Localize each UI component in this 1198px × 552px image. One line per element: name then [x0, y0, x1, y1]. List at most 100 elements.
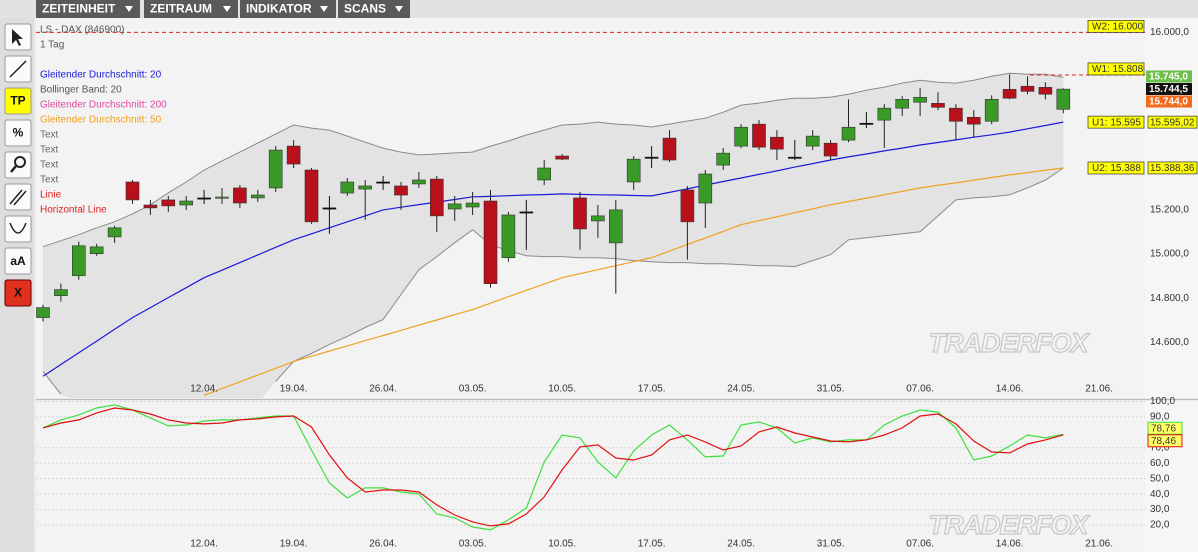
candle-body	[591, 215, 605, 222]
chart-title: LS - DAX (846900)	[40, 25, 125, 36]
label-layer: 16.000,0 15.200,0 15.000,0 14.800,0 14.600,0…	[36, 18, 1198, 552]
tool-button[interactable]	[4, 87, 32, 115]
menu-zeitraum[interactable]: ZEITRAUM	[144, 0, 238, 18]
candle-body	[394, 185, 408, 196]
candle-body	[966, 116, 981, 125]
line-tag-box	[1087, 20, 1145, 33]
menu-label[interactable]: INDIKATOR	[246, 2, 312, 16]
legend-entry: Text	[40, 145, 59, 156]
tool-button[interactable]	[4, 119, 32, 147]
candle-body	[322, 207, 337, 210]
menu-label[interactable]: ZEITEINHEIT	[42, 2, 116, 16]
dropdown-arrow	[125, 6, 133, 12]
candle-body	[340, 181, 355, 194]
y-tick-label: 50,0	[1150, 473, 1170, 484]
legend-entry: Gleitender Durchschnitt: 200	[40, 100, 167, 111]
x-tick-label: 24.05.	[727, 384, 755, 395]
tool-line[interactable]	[4, 55, 32, 83]
axis-tag: 15.595,02	[1150, 117, 1195, 128]
x-tick-label: 17.05.	[638, 384, 666, 395]
tool-button[interactable]	[4, 279, 32, 307]
axis-tag: 15.388,36	[1150, 163, 1195, 174]
candle-body	[698, 173, 713, 204]
candle-body	[107, 227, 122, 238]
candle-body	[1056, 88, 1071, 110]
parallel-icon	[13, 190, 27, 206]
x-tick-label: 03.05.	[459, 539, 487, 550]
y-tick-label: 60,0	[1150, 458, 1170, 469]
tool-button[interactable]	[4, 247, 32, 275]
legend-entry: Gleitender Durchschnitt: 20	[40, 70, 162, 81]
candle-body	[895, 99, 910, 109]
menu-label[interactable]: SCANS	[344, 2, 386, 16]
tool-button[interactable]	[4, 215, 32, 243]
y-tick-label: 90,0	[1150, 412, 1170, 423]
oscillator-line	[42, 407, 1064, 527]
moving-average-20	[42, 121, 1064, 377]
tool-tp[interactable]: TP	[4, 87, 32, 115]
tool-curve[interactable]	[4, 215, 32, 243]
legend-entry: Text	[40, 130, 59, 141]
line-tag: W2: 16.000	[1092, 22, 1144, 33]
candle-body	[519, 211, 534, 214]
dropdown-arrow	[223, 6, 231, 12]
price-label-box	[1146, 70, 1192, 83]
candle-body	[447, 203, 462, 210]
tool-delete[interactable]: X	[4, 279, 32, 307]
ma-tag-box	[1087, 161, 1145, 175]
legend-entry: Linie	[40, 190, 62, 201]
x-tick-label: 07.06.	[906, 539, 934, 550]
price-label-box	[1146, 83, 1192, 96]
tool-percent[interactable]: %	[4, 119, 32, 147]
candle-body	[859, 122, 874, 125]
candle-body	[913, 97, 927, 103]
y-tick-label: 14.600,0	[1150, 337, 1189, 348]
candle-body	[1020, 85, 1035, 92]
candle-body	[36, 307, 50, 318]
menu-button[interactable]	[240, 0, 336, 18]
tool-zoom[interactable]	[4, 151, 32, 179]
tool-label[interactable]: aA	[10, 254, 26, 268]
candle-body	[54, 289, 68, 296]
tool-button[interactable]	[4, 151, 32, 179]
chart-subtitle: 1 Tag	[40, 40, 64, 51]
y-tick-label: 30,0	[1150, 504, 1170, 515]
candle-body	[555, 155, 569, 160]
tool-label[interactable]: TP	[10, 94, 25, 108]
candle-body	[465, 202, 480, 208]
menu-button[interactable]	[36, 0, 140, 18]
x-tick-label: 21.06.	[1085, 539, 1113, 550]
price-label: 15.744,0	[1149, 97, 1188, 108]
candle-body	[644, 156, 659, 159]
menu-button[interactable]	[144, 0, 238, 18]
menu-label[interactable]: ZEITRAUM	[150, 2, 212, 16]
menu-scans[interactable]: SCANS	[338, 0, 410, 18]
x-tick-label: 26.04.	[369, 384, 397, 395]
x-tick-label: 10.05.	[548, 384, 576, 395]
x-tick-label: 24.05.	[727, 539, 755, 550]
menu-zeiteinheit[interactable]: ZEITEINHEIT	[36, 0, 140, 18]
tool-pointer[interactable]	[4, 23, 32, 51]
line-tag-box	[1087, 62, 1145, 76]
candle-body	[752, 123, 766, 148]
candle-body	[89, 246, 104, 255]
axis-tag-box	[1147, 161, 1198, 175]
y-tick-label: 20,0	[1150, 520, 1170, 531]
candle-body	[483, 200, 498, 284]
tool-parallel[interactable]	[4, 183, 32, 211]
price-label-box	[1146, 95, 1192, 108]
menu-button[interactable]	[338, 0, 410, 18]
tool-text[interactable]: aA	[4, 247, 32, 275]
candle-body	[573, 197, 587, 230]
candle-body	[501, 214, 516, 259]
x-tick-label: 14.06.	[996, 539, 1024, 550]
tool-label[interactable]: X	[14, 286, 22, 300]
tool-button[interactable]	[4, 183, 32, 211]
x-tick-label: 26.04.	[369, 539, 397, 550]
oscillator-plot-area	[36, 401, 1145, 552]
menu-indikator[interactable]: INDIKATOR	[240, 0, 336, 18]
x-tick-label: 03.05.	[459, 384, 487, 395]
tool-label[interactable]: %	[13, 126, 24, 140]
price-label: 15.745,0	[1149, 72, 1188, 83]
